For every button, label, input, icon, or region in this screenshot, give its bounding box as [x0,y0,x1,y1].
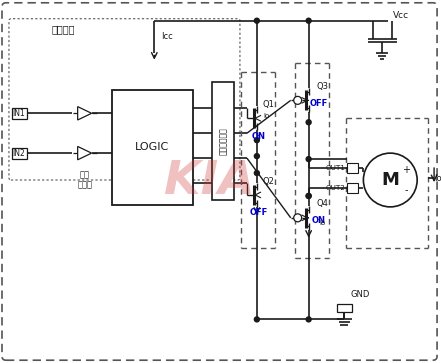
Text: OUT1: OUT1 [325,165,345,171]
Text: ON: ON [252,132,266,141]
Polygon shape [78,107,92,120]
Circle shape [306,156,311,162]
Bar [12,108,27,119]
Text: -: - [404,185,408,195]
Text: IN2: IN2 [12,148,25,158]
Circle shape [254,317,259,322]
Circle shape [254,171,259,176]
Text: LOGIC: LOGIC [135,142,169,152]
Bar [112,90,193,205]
Bar [12,148,27,159]
Text: Q2: Q2 [263,176,275,185]
Text: Vcc: Vcc [393,11,409,20]
Text: 小信号部: 小信号部 [52,24,75,34]
Text: OFF: OFF [250,208,268,217]
Circle shape [306,18,311,23]
Text: +: + [402,165,410,175]
Bar [348,163,359,173]
Circle shape [306,193,311,199]
Polygon shape [78,146,92,160]
Text: Q1: Q1 [263,100,275,109]
Bar [336,305,352,313]
Text: OUT2: OUT2 [325,185,345,191]
Circle shape [306,120,311,125]
Bar [348,183,359,193]
Text: Q4: Q4 [317,199,329,208]
Text: Q3: Q3 [317,82,329,91]
Text: GND: GND [351,290,370,299]
Text: Io: Io [264,113,270,119]
Text: Icc: Icc [161,32,173,41]
FancyBboxPatch shape [2,3,437,360]
Text: Io: Io [434,174,441,183]
Text: ON: ON [312,216,325,225]
Circle shape [254,18,259,23]
Circle shape [363,153,417,207]
Circle shape [294,214,302,222]
Circle shape [254,154,259,159]
Text: OFF: OFF [310,99,328,108]
Circle shape [306,193,311,199]
Text: 缓冲器: 缓冲器 [77,180,92,189]
Circle shape [254,138,259,143]
Text: Io: Io [319,220,326,226]
Bar [212,82,234,200]
Text: 防止同时导通: 防止同时导通 [218,127,228,155]
Text: IN1: IN1 [12,109,25,118]
Text: 磁滞: 磁滞 [80,171,90,180]
Circle shape [306,317,311,322]
Text: KIA: KIA [164,159,254,204]
Text: M: M [381,171,399,189]
FancyBboxPatch shape [9,19,240,180]
Circle shape [294,96,302,104]
